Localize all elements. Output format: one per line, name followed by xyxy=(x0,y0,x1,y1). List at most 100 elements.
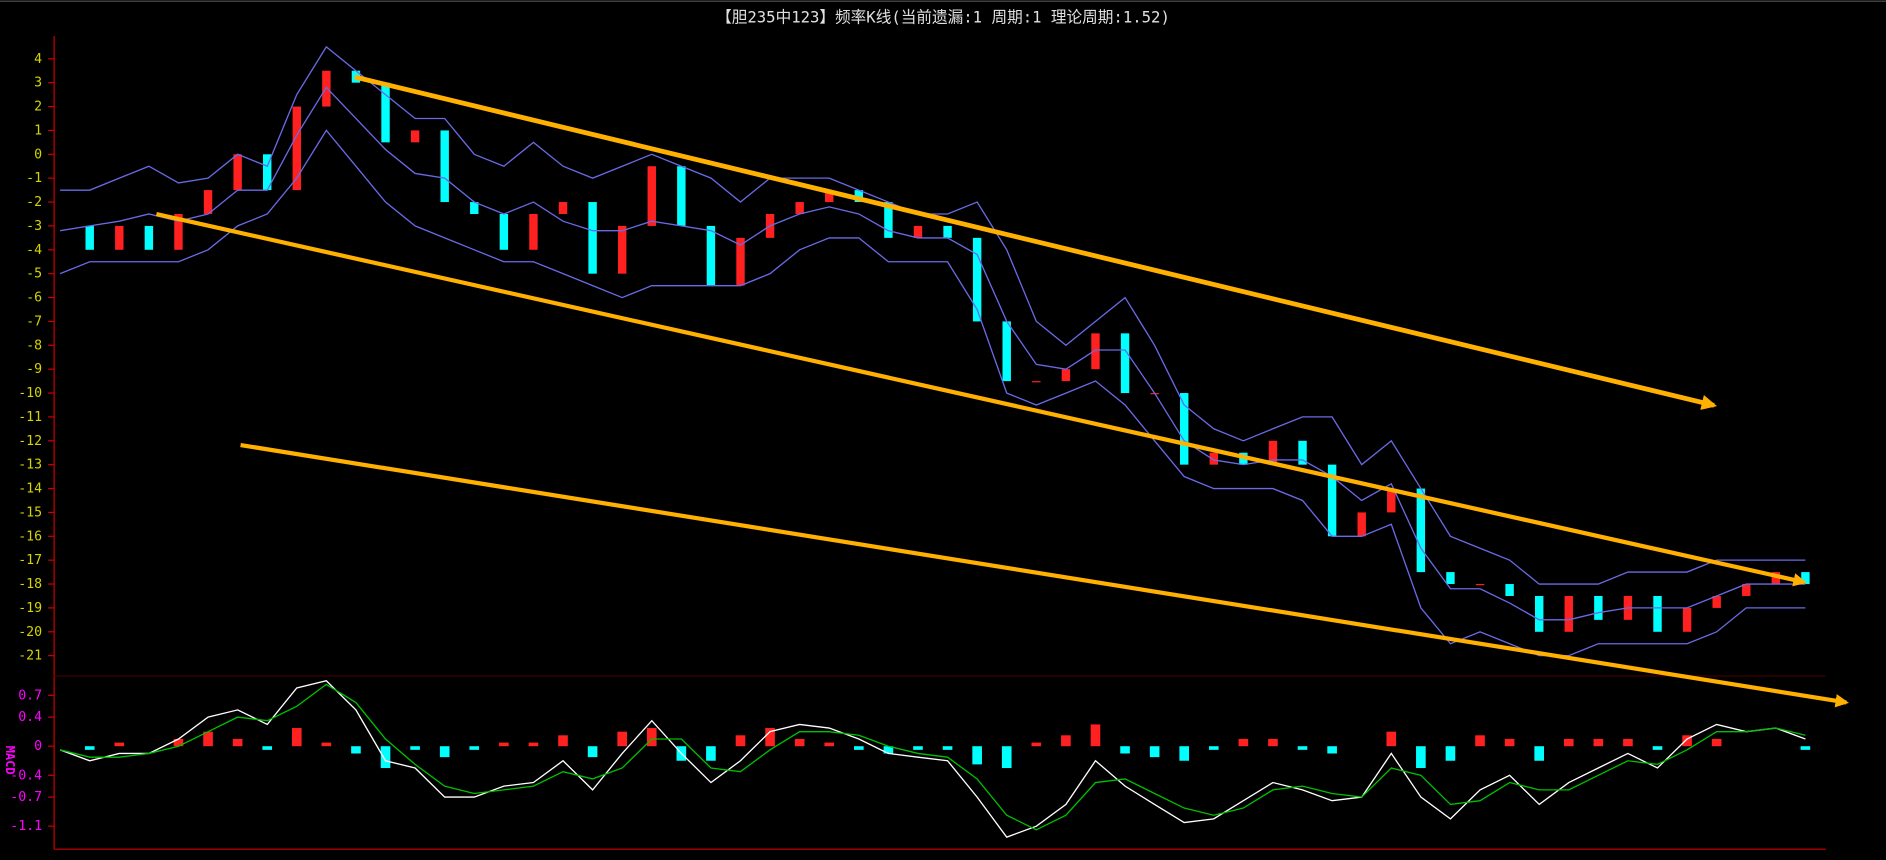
macd-bar xyxy=(380,746,391,769)
macd-bar xyxy=(1208,746,1219,750)
candle xyxy=(292,106,301,191)
band-line xyxy=(59,680,1806,838)
macd-label: MACD xyxy=(3,746,17,775)
candle xyxy=(1416,488,1426,573)
macd-bar xyxy=(1534,746,1544,761)
y-tick-label: 0 xyxy=(34,739,42,754)
candle xyxy=(1209,452,1219,465)
candle xyxy=(381,82,390,143)
candle xyxy=(529,213,538,250)
macd-bar xyxy=(706,746,716,761)
macd-bar xyxy=(321,742,332,747)
y-tick-label: -14 xyxy=(18,482,42,497)
candle xyxy=(1298,440,1307,465)
macd-bar xyxy=(1268,738,1278,747)
macd-bar xyxy=(1238,738,1249,747)
candle xyxy=(174,213,183,250)
candle xyxy=(972,237,982,322)
candle xyxy=(440,130,449,203)
candle xyxy=(499,213,509,250)
band-line xyxy=(60,45,1806,585)
candle xyxy=(1120,333,1130,394)
y-tick-label: -16 xyxy=(18,529,42,544)
macd-bar xyxy=(735,735,746,747)
macd-bar xyxy=(558,735,568,747)
candle xyxy=(1061,369,1071,382)
macd-bar xyxy=(942,746,953,750)
band-line xyxy=(59,129,1806,657)
candle xyxy=(943,225,952,238)
y-tick-label: -2 xyxy=(26,195,42,210)
macd-bar xyxy=(1682,735,1692,747)
candle xyxy=(1091,333,1100,370)
candle xyxy=(1180,393,1189,465)
candle xyxy=(736,237,745,286)
candle xyxy=(825,190,834,203)
macd-bar xyxy=(262,746,273,750)
macd-bar xyxy=(1327,746,1337,754)
candle xyxy=(115,225,124,250)
macd-bar xyxy=(114,742,125,747)
macd-bar xyxy=(1445,746,1456,761)
macd-bar xyxy=(1149,746,1160,758)
macd-bar xyxy=(410,746,420,750)
candle xyxy=(1534,595,1544,632)
candle xyxy=(322,70,331,107)
macd-bar xyxy=(1563,738,1574,747)
macd-bar xyxy=(232,738,243,747)
candle xyxy=(144,225,154,250)
macd-bar xyxy=(1504,738,1515,747)
macd-bar xyxy=(972,746,982,765)
y-tick-label: -20 xyxy=(18,625,42,640)
candle xyxy=(470,202,479,214)
candle xyxy=(647,166,656,226)
candle xyxy=(1682,607,1692,632)
macd-bar xyxy=(1031,742,1042,747)
macd-bar xyxy=(1061,735,1071,747)
macd-bar xyxy=(854,746,864,750)
candle xyxy=(913,225,923,238)
band-line xyxy=(59,683,1806,831)
candle xyxy=(1594,595,1603,620)
macd-bar xyxy=(1416,746,1426,769)
candle xyxy=(203,190,213,214)
macd-bar xyxy=(439,746,450,758)
y-tick-label: 0.7 xyxy=(18,688,42,703)
y-tick-label: -11 xyxy=(18,410,42,425)
macd-bar xyxy=(499,742,509,747)
candle xyxy=(677,166,686,226)
y-tick-label: -18 xyxy=(18,577,42,592)
macd-bar xyxy=(765,728,775,747)
macd-bar xyxy=(84,746,95,750)
candle xyxy=(617,225,627,274)
candle xyxy=(1446,572,1455,585)
macd-bar xyxy=(1475,735,1485,747)
candle xyxy=(1771,572,1781,585)
macd-bar xyxy=(291,728,302,747)
macd-bar xyxy=(883,746,894,754)
macd-bar xyxy=(1711,738,1722,747)
candle xyxy=(233,154,242,191)
y-tick-label: -15 xyxy=(18,505,42,520)
macd-bar xyxy=(1800,746,1811,750)
macd-bar xyxy=(646,728,657,747)
candle xyxy=(1564,595,1573,632)
y-tick-label: 0.4 xyxy=(18,710,42,725)
y-tick-label: -6 xyxy=(26,291,42,306)
macd-bar xyxy=(824,742,835,747)
macd-bar xyxy=(1001,746,1012,769)
candle xyxy=(795,202,804,214)
macd-bar xyxy=(1090,724,1101,747)
y-tick-label: -7 xyxy=(26,314,42,329)
y-tick-label: -21 xyxy=(18,649,42,664)
y-tick-label: -4 xyxy=(26,243,42,258)
candle xyxy=(1268,440,1278,465)
trend-arrow xyxy=(155,212,1807,587)
chart-title: 【胆235中123】频率K线(当前遗漏:1 周期:1 理论周期:1.52) xyxy=(716,8,1170,27)
y-tick-label: -1 xyxy=(26,171,42,186)
candle xyxy=(884,202,893,238)
macd-bar xyxy=(1120,746,1130,754)
